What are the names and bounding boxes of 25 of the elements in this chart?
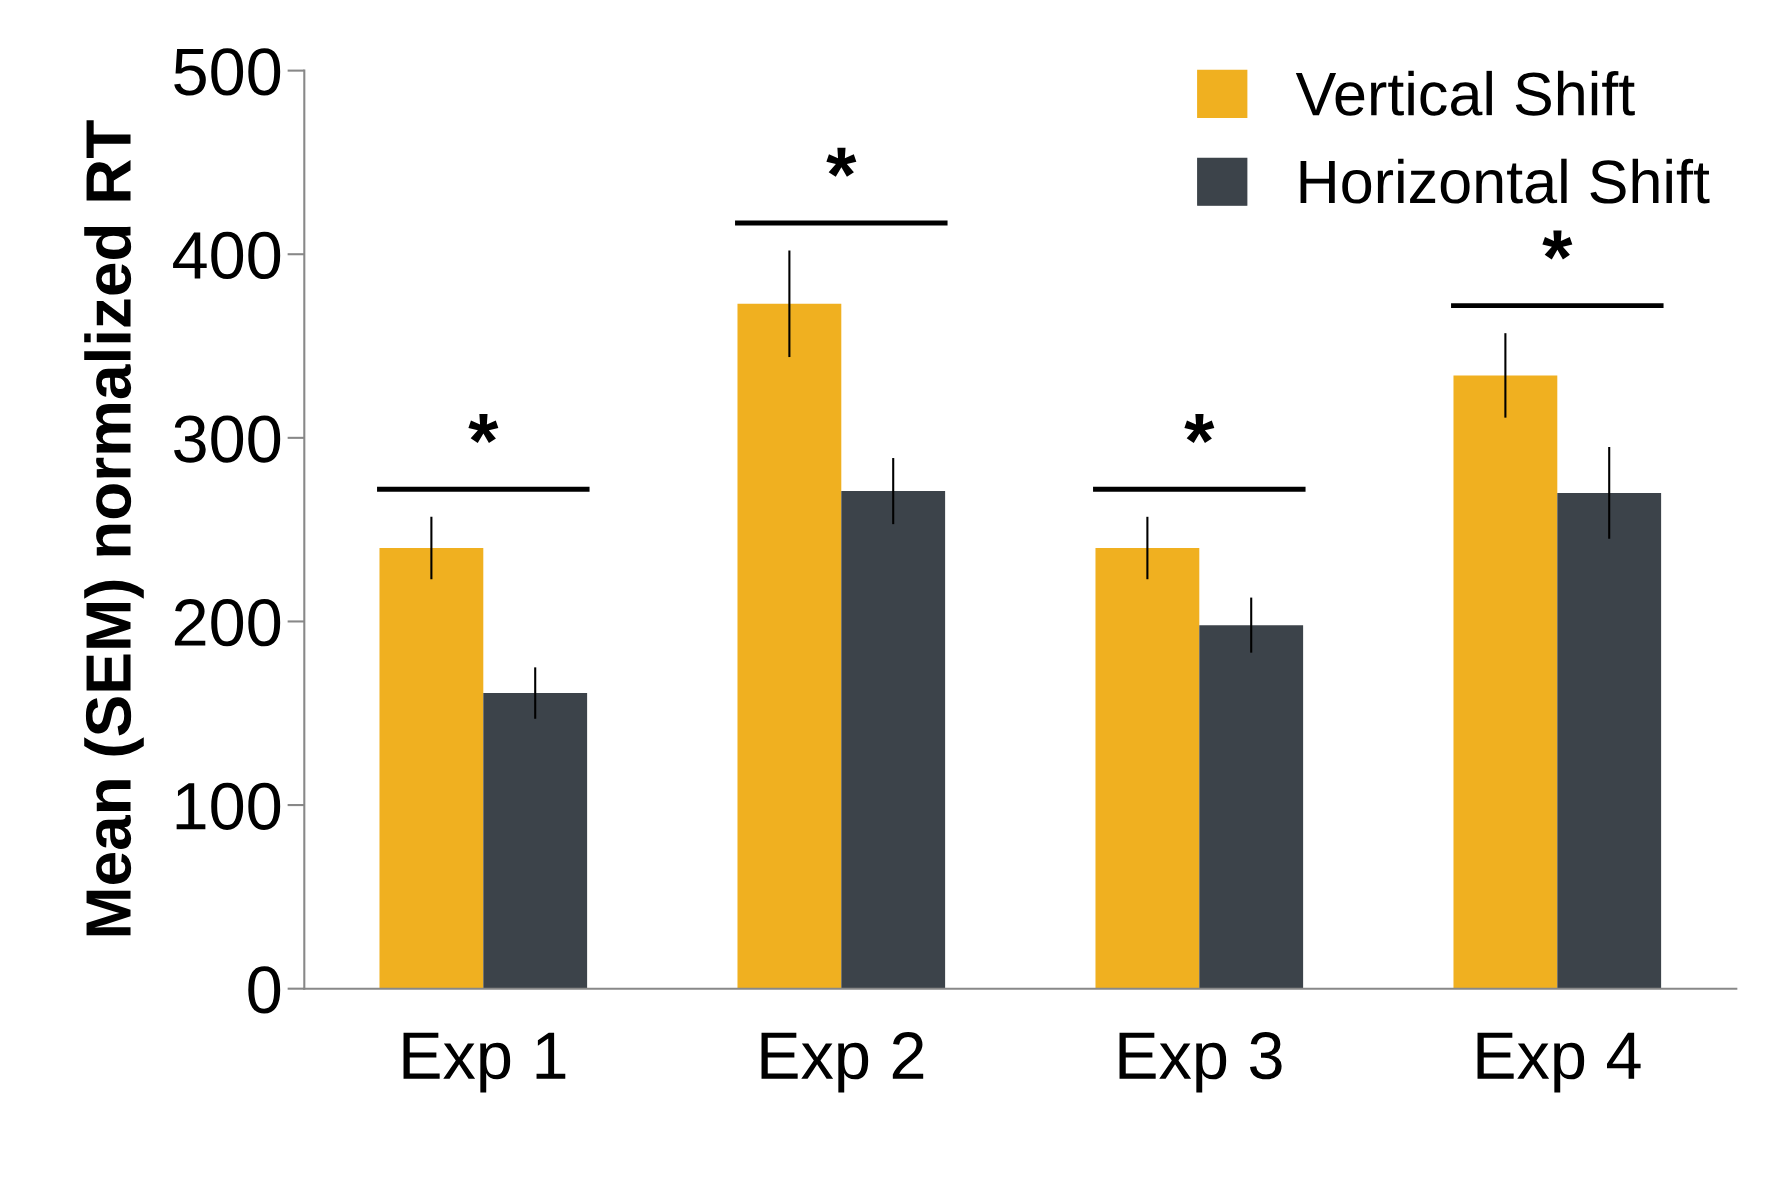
bar — [1453, 375, 1558, 989]
y-tick-label: 100 — [176, 782, 281, 830]
annotation: * — [826, 147, 857, 177]
legend-label: Vertical Shift — [1295, 70, 1635, 116]
annotation: * — [1184, 414, 1215, 444]
bar — [1557, 492, 1662, 989]
bar — [1199, 625, 1304, 989]
y-tick-label: 0 — [248, 966, 281, 1014]
y-axis-title: Mean (SEM) normalized RT — [84, 120, 144, 936]
y-tick-label: 200 — [174, 599, 281, 647]
annotation: * — [1542, 230, 1573, 260]
legend-label: Horizontal Shift — [1300, 158, 1710, 204]
y-tick-label: 300 — [174, 415, 281, 463]
y-tick-label: 500 — [174, 48, 281, 96]
bar — [841, 491, 946, 989]
x-tick-label: Exp 4 — [1477, 1032, 1641, 1093]
y-tick-label: 400 — [173, 231, 281, 280]
bar — [483, 693, 588, 989]
bar — [1095, 548, 1200, 989]
x-tick-label: Exp 1 — [403, 1032, 566, 1093]
bar — [737, 303, 842, 989]
x-tick-label: Exp 2 — [761, 1032, 924, 1093]
x-tick-label: Exp 3 — [1119, 1032, 1282, 1093]
bar — [379, 548, 484, 989]
annotation: * — [468, 414, 499, 444]
